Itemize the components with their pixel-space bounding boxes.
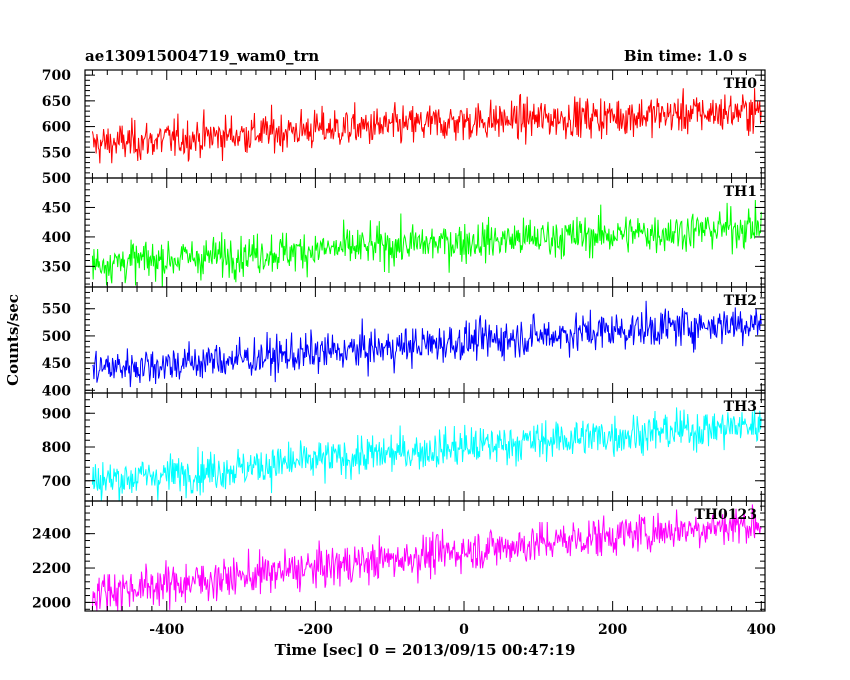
y-tick-label: 900 [42, 406, 71, 422]
y-tick-label: 500 [42, 329, 71, 345]
series-label-th3: TH3 [724, 399, 757, 415]
y-tick-label: 400 [42, 383, 71, 399]
series-label-th2: TH2 [724, 293, 757, 309]
y-tick-label: 550 [42, 302, 71, 318]
bin-time-label: Bin time: 1.0 s [624, 47, 747, 65]
series-th3-line [91, 406, 762, 501]
y-tick-label: 800 [42, 440, 71, 456]
y-axis-label: Counts/sec [4, 294, 22, 386]
y-tick-label: 550 [42, 145, 71, 161]
x-tick-label: 400 [747, 622, 776, 638]
y-tick-label: 400 [42, 230, 71, 246]
series-label-th0123: TH0123 [694, 507, 757, 523]
panels: 500 550 600 650 700 TH0 350 400 450 TH1 400 450 500 5… [32, 68, 776, 638]
y-tick-label: 450 [42, 200, 71, 216]
x-tick-label: 200 [598, 622, 627, 638]
x-tick-label: 0 [459, 622, 469, 638]
y-tick-label: 700 [42, 474, 71, 490]
panel-th2-frame [84, 286, 766, 394]
x-tick-label: -200 [298, 622, 333, 638]
y-tick-label: 2200 [32, 561, 71, 577]
series-th2-line [92, 300, 762, 388]
x-tick-label: -400 [149, 622, 184, 638]
series-label-th0: TH0 [724, 76, 758, 92]
y-tick-label: 350 [42, 259, 71, 275]
series-label-th1: TH1 [724, 184, 757, 200]
y-tick-label: 600 [42, 120, 71, 136]
series-th0123-line [91, 504, 762, 611]
series-th1-line [91, 199, 762, 287]
y-tick-label: 650 [42, 94, 71, 110]
y-tick-label: 700 [42, 68, 71, 84]
y-tick-label: 2000 [32, 595, 71, 611]
x-axis-label: Time [sec] 0 = 2013/09/15 00:47:19 [275, 641, 576, 659]
y-tick-label: 450 [42, 356, 71, 372]
chart-title: ae130915004719_wam0_trn [85, 47, 319, 65]
panel-th0123-frame [84, 500, 766, 612]
y-tick-label: 2400 [32, 527, 71, 543]
series-th0-line [91, 88, 762, 164]
y-tick-label: 500 [42, 171, 71, 187]
